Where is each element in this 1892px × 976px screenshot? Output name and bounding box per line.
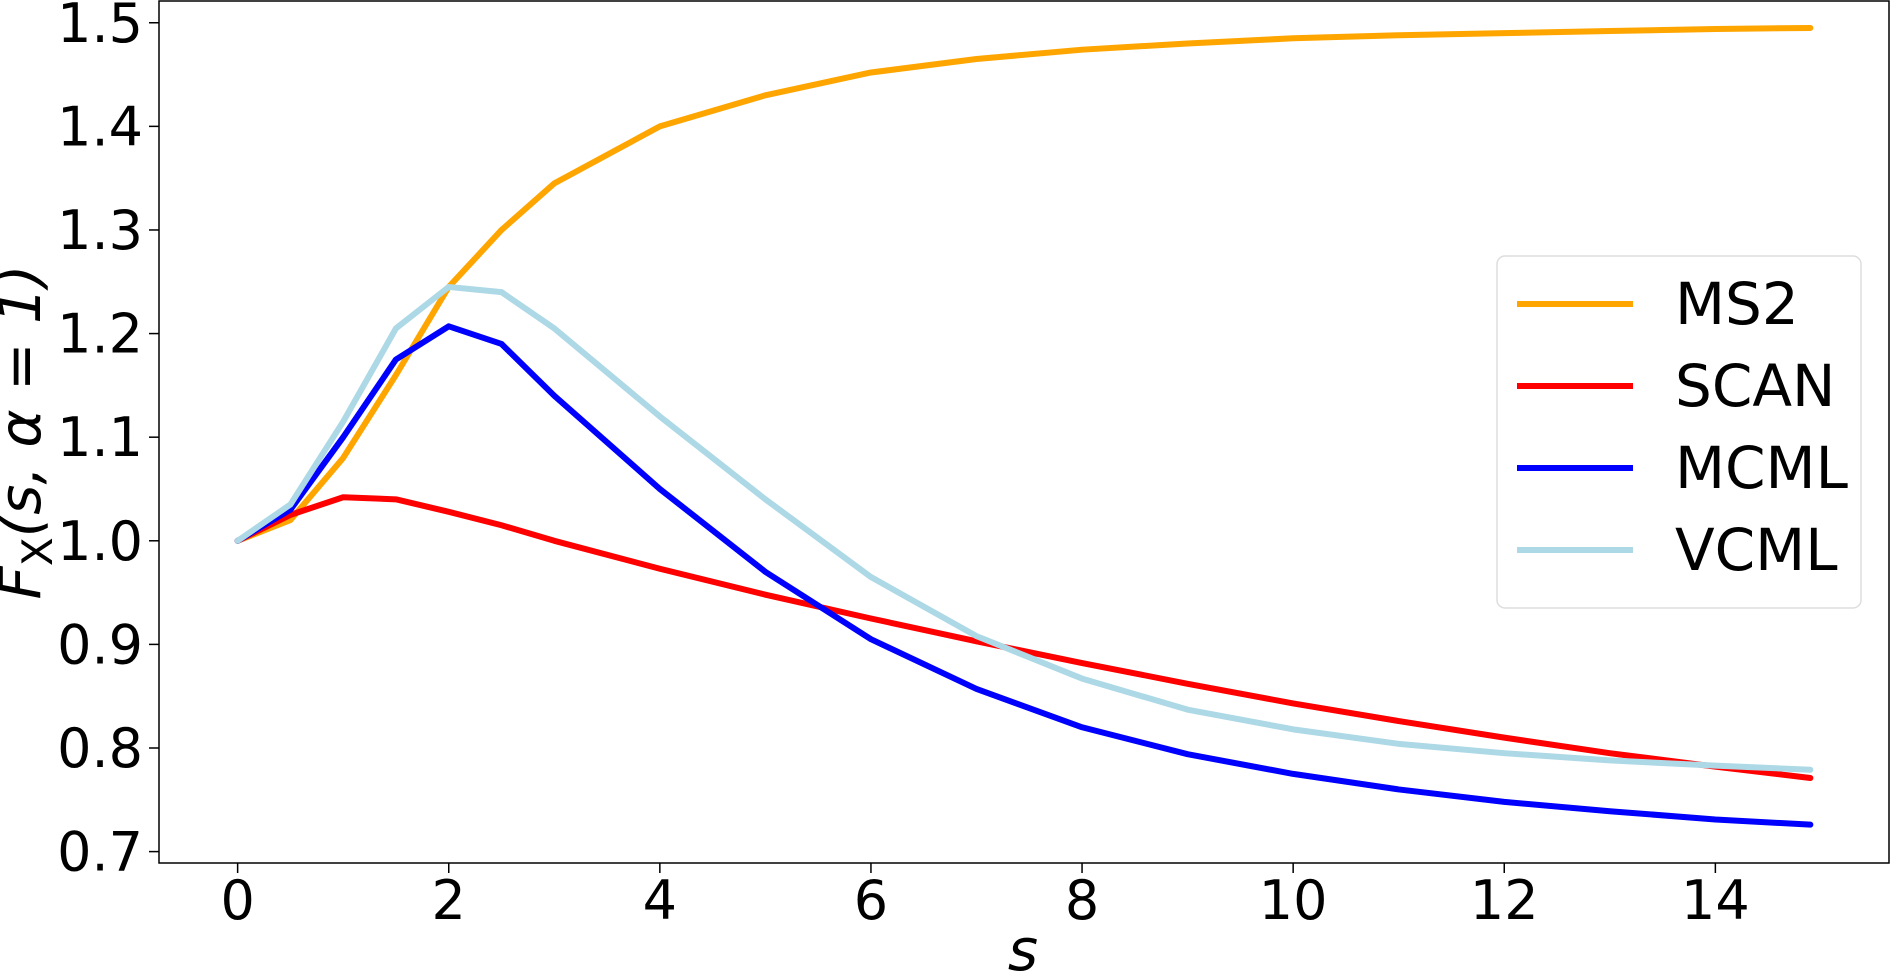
x-tick-label: 0 <box>220 869 254 932</box>
series-line <box>234 24 1814 544</box>
series-line <box>234 323 1814 828</box>
legend-label: MS2 <box>1675 270 1799 338</box>
x-tick-label: 6 <box>854 869 888 932</box>
series-line <box>234 283 1814 773</box>
y-tick-label: 1.5 <box>57 0 143 55</box>
y-tick-label: 1.4 <box>57 95 143 158</box>
x-tick-label: 2 <box>432 869 466 932</box>
y-label-sub: X <box>13 537 62 566</box>
y-tick-label: 1.0 <box>57 510 143 573</box>
y-tick-label: 1.1 <box>57 406 143 469</box>
x-tick-label: 4 <box>643 869 677 932</box>
y-tick-label: 0.7 <box>57 821 143 884</box>
y-label-args: (s, α = 1) <box>0 264 54 537</box>
y-tick-label: 0.9 <box>57 613 143 676</box>
y-label-f: F <box>0 565 54 600</box>
x-axis-label: s <box>1008 916 1038 976</box>
legend-label: SCAN <box>1675 352 1835 420</box>
legend-frame <box>1496 255 1862 609</box>
y-axis-label: FX(s, α = 1) <box>0 264 62 599</box>
x-tick-label: 8 <box>1065 869 1099 932</box>
legend: MS2 SCAN MCML VCML <box>1496 255 1862 609</box>
series-line <box>234 494 1814 782</box>
y-tick-label: 1.3 <box>57 199 143 262</box>
y-tick-label: 1.2 <box>57 303 143 366</box>
x-tick-label: 14 <box>1681 869 1750 932</box>
x-tick-label: 12 <box>1470 869 1539 932</box>
plot-frame <box>158 0 1890 864</box>
x-tick-label: 10 <box>1259 869 1328 932</box>
y-tick-label: 0.8 <box>57 717 143 780</box>
legend-label: MCML <box>1675 434 1848 502</box>
legend-label: VCML <box>1675 516 1838 584</box>
